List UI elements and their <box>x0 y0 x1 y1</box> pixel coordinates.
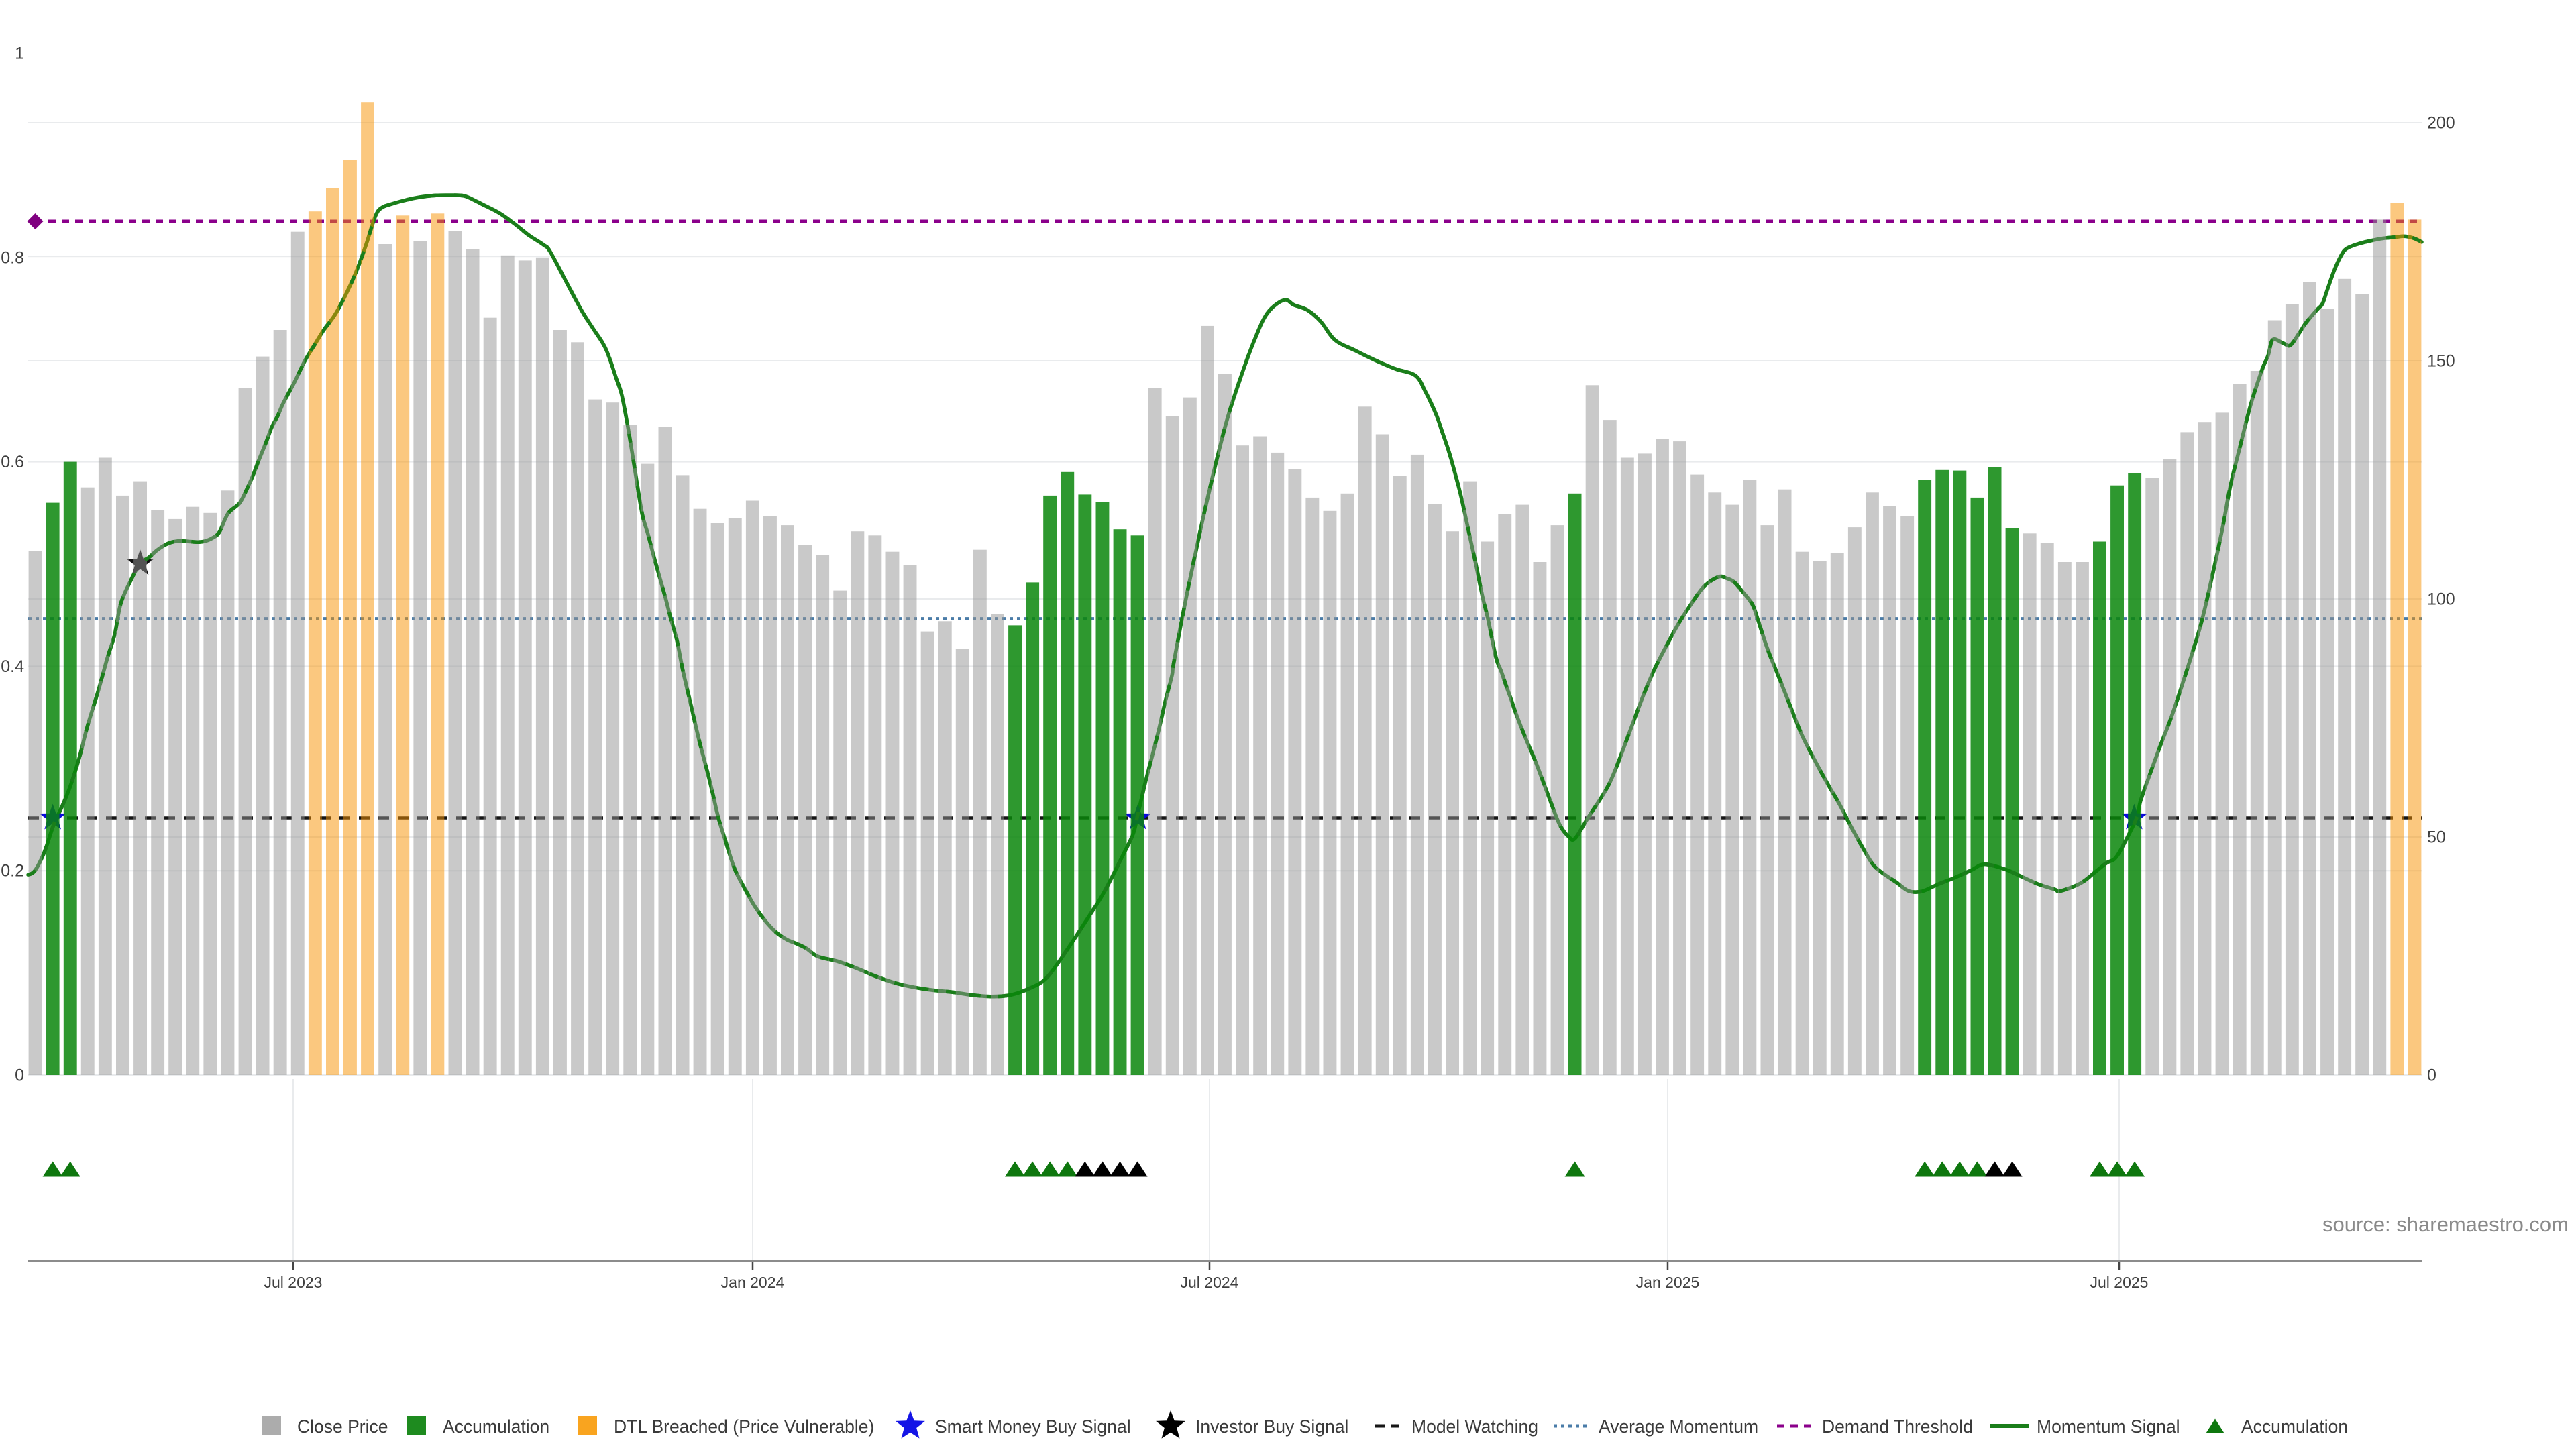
svg-text:50: 50 <box>2427 828 2446 847</box>
svg-text:DTL Breached (Price Vulnerable: DTL Breached (Price Vulnerable) <box>614 1416 874 1437</box>
svg-text:Model Watching: Model Watching <box>1411 1416 1538 1437</box>
svg-text:Investor Buy Signal: Investor Buy Signal <box>1195 1416 1348 1437</box>
svg-text:Smart Money Buy Signal: Smart Money Buy Signal <box>935 1416 1131 1437</box>
svg-text:Jan 2025: Jan 2025 <box>1636 1274 1700 1291</box>
svg-text:Jul 2024: Jul 2024 <box>1181 1274 1239 1291</box>
svg-text:100: 100 <box>2427 590 2455 609</box>
svg-text:Jan 2024: Jan 2024 <box>721 1274 785 1291</box>
svg-text:1: 1 <box>15 44 24 63</box>
svg-text:Jul 2023: Jul 2023 <box>264 1274 323 1291</box>
svg-text:0.2: 0.2 <box>1 862 24 881</box>
svg-text:source: sharemaestro.com: source: sharemaestro.com <box>2322 1213 2569 1236</box>
svg-text:0.4: 0.4 <box>1 657 24 676</box>
svg-text:0.8: 0.8 <box>1 248 24 267</box>
svg-text:0: 0 <box>15 1066 24 1085</box>
svg-text:Accumulation: Accumulation <box>2241 1416 2348 1437</box>
svg-text:Jul 2025: Jul 2025 <box>2090 1274 2149 1291</box>
svg-text:Demand Threshold: Demand Threshold <box>1822 1416 1973 1437</box>
svg-text:Close Price: Close Price <box>297 1416 388 1437</box>
svg-text:200: 200 <box>2427 114 2455 133</box>
svg-text:Accumulation: Accumulation <box>443 1416 549 1437</box>
svg-text:150: 150 <box>2427 352 2455 371</box>
svg-text:0.6: 0.6 <box>1 453 24 471</box>
svg-text:Average Momentum: Average Momentum <box>1599 1416 1758 1437</box>
svg-text:0: 0 <box>2427 1066 2436 1085</box>
svg-text:Momentum Signal: Momentum Signal <box>2037 1416 2180 1437</box>
